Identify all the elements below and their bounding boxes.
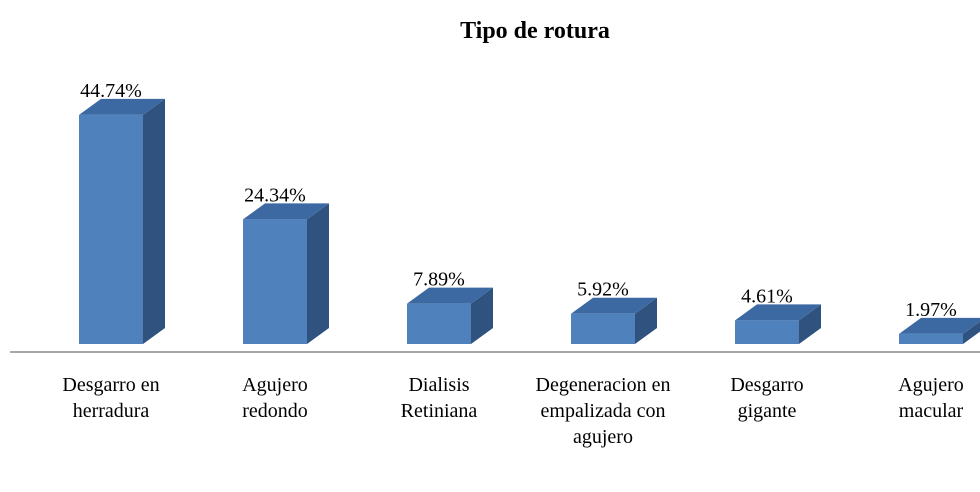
- bar-side: [307, 203, 329, 344]
- bar-top: [571, 297, 657, 314]
- bar: [243, 203, 329, 344]
- bar-side: [799, 304, 821, 344]
- bar-top: [243, 203, 329, 220]
- value-label: 24.34%: [244, 184, 306, 206]
- x-tick-label: Desgarro gigante: [730, 374, 804, 422]
- x-tick-label: Degeneracion en empalizada con agujero: [535, 374, 671, 448]
- bar-front: [407, 303, 471, 344]
- bar-side: [143, 98, 165, 344]
- bar-side: [471, 287, 493, 344]
- bar: [79, 98, 165, 344]
- value-label: 1.97%: [905, 299, 957, 321]
- bar-side: [963, 321, 980, 344]
- bar: [407, 287, 493, 344]
- value-label: 4.61%: [741, 285, 793, 307]
- value-label: 7.89%: [413, 269, 465, 291]
- bar: [571, 297, 657, 344]
- x-tick-label: Desgarro en herradura: [62, 374, 160, 422]
- bar: [899, 317, 980, 344]
- bar-front: [571, 313, 635, 344]
- chart-title: Tipo de rotura: [460, 18, 610, 44]
- x-tick-label: Agujero redondo: [242, 374, 308, 422]
- bar-front: [243, 219, 307, 344]
- bar-top: [407, 287, 493, 304]
- bar-top: [735, 304, 821, 321]
- bar-top: [899, 317, 980, 334]
- bar-side: [635, 297, 657, 344]
- x-tick-label: Dialisis Retiniana: [400, 374, 478, 422]
- bar: [735, 304, 821, 344]
- bar-front: [899, 333, 963, 344]
- value-label: 44.74%: [80, 80, 142, 102]
- bar-top: [79, 98, 165, 115]
- value-label: 5.92%: [577, 279, 629, 301]
- bar-front: [735, 320, 799, 344]
- bar-front: [79, 114, 143, 344]
- x-tick-label: Agujero macular: [898, 374, 964, 422]
